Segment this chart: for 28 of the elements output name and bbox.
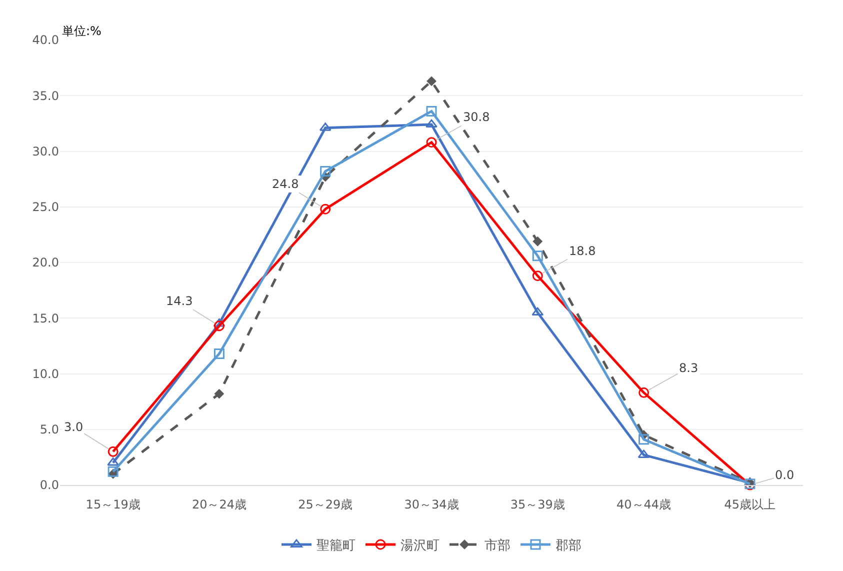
legend-label: 郡部 bbox=[556, 538, 582, 554]
x-tick-label: 25～29歳 bbox=[298, 497, 353, 512]
x-tick-label: 15～19歳 bbox=[86, 497, 140, 512]
data-label: 18.8 bbox=[569, 244, 596, 258]
x-tick-label: 20～24歳 bbox=[192, 497, 246, 512]
y-tick-label: 10.0 bbox=[32, 366, 59, 381]
y-tick-label: 35.0 bbox=[32, 88, 59, 103]
y-tick-label: 40.0 bbox=[32, 33, 59, 48]
data-label: 8.3 bbox=[679, 361, 698, 375]
legend-label: 湯沢町 bbox=[400, 538, 440, 554]
x-tick-label: 35～39歳 bbox=[510, 497, 565, 512]
y-tick-label: 30.0 bbox=[32, 144, 59, 158]
data-label: 14.3 bbox=[166, 294, 193, 308]
x-tick-label: 30～34歳 bbox=[404, 497, 459, 512]
x-tick-label: 45歳以上 bbox=[724, 497, 776, 512]
text: 単位:% bbox=[62, 24, 102, 38]
y-tick-label: 0.0 bbox=[40, 478, 59, 492]
x-tick-label: 40～44歳 bbox=[616, 497, 672, 512]
legend-label: 市部 bbox=[484, 538, 510, 554]
y-tick-label: 20.0 bbox=[32, 256, 59, 270]
data-label: 3.0 bbox=[64, 420, 84, 434]
y-tick-label: 5.0 bbox=[40, 422, 59, 437]
data-label: 30.8 bbox=[463, 110, 490, 124]
legend-label: 聖籠町 bbox=[316, 538, 356, 554]
y-tick-label: 15.0 bbox=[32, 311, 59, 326]
data-label: 0.0 bbox=[775, 468, 794, 482]
data-label: 24.8 bbox=[272, 177, 299, 191]
y-tick-label: 25.0 bbox=[32, 200, 59, 214]
